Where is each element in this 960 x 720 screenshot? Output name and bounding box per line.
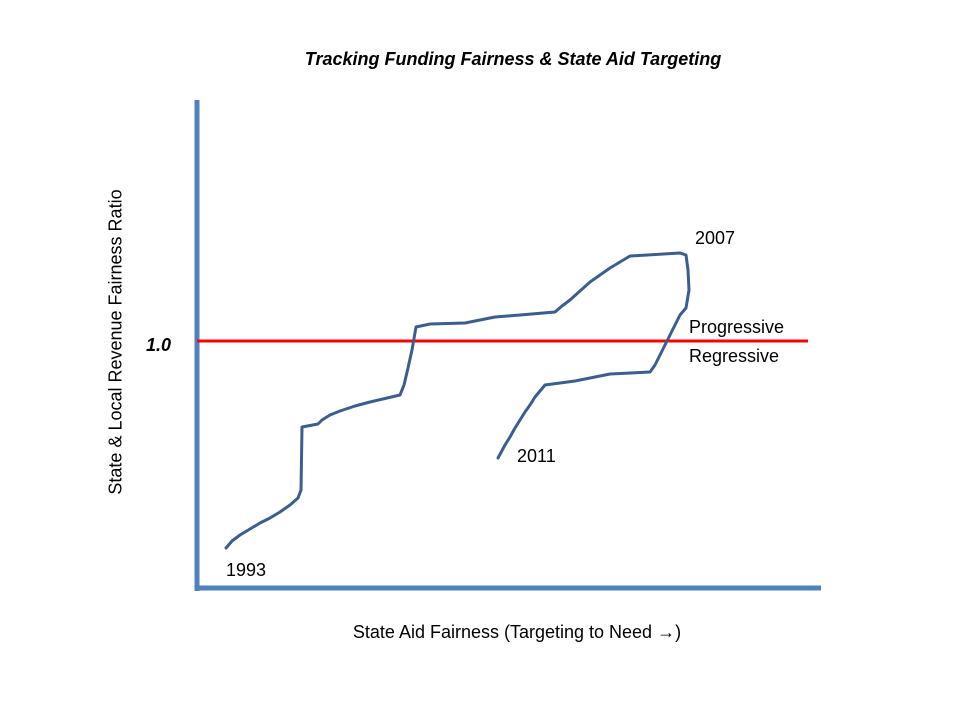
chart-title: Tracking Funding Fairness & State Aid Ta… [304,49,722,69]
progressive-label: Progressive [689,317,785,337]
annotation-2007: 2007 [695,228,736,248]
reference-value-label: 1.0 [146,335,172,355]
annotation-1993: 1993 [226,560,267,580]
x-axis-label: State Aid Fairness (Targeting to Need →) [352,622,682,642]
annotation-2011: 2011 [517,446,556,466]
regressive-label: Regressive [689,346,780,366]
trajectory-line [224,251,691,550]
